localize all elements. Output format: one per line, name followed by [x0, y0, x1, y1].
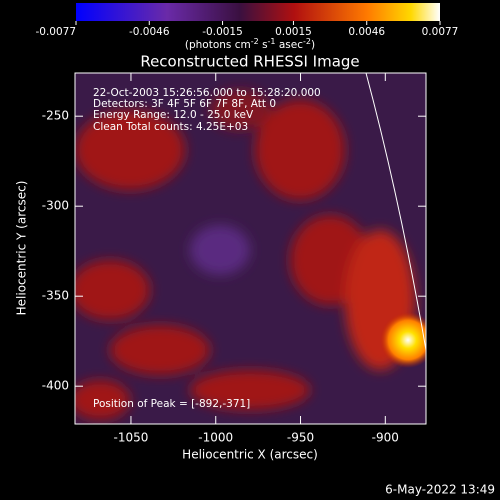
y-tick-label: -300 — [42, 199, 69, 213]
colorbar-units: (photons cm-2 s-1 asec-2) — [185, 37, 315, 52]
colorbar-tick-label: 0.0046 — [348, 26, 385, 38]
chart-title: Reconstructed RHESSI Image — [140, 53, 359, 71]
colorbar — [76, 3, 440, 21]
y-tick-label: -250 — [42, 109, 69, 123]
info-line: 22-Oct-2003 15:26:56.000 to 15:28:20.000 — [93, 87, 321, 99]
info-line: Energy Range: 12.0 - 25.0 keV — [93, 109, 254, 121]
colorbar-tick-label: 0.0077 — [422, 26, 459, 38]
x-tick-label: -1050 — [114, 431, 149, 445]
x-tick-label: -950 — [287, 431, 314, 445]
colorbar-tick-label: -0.0046 — [129, 26, 170, 38]
peak-label: Position of Peak = [-892,-371] — [93, 398, 250, 410]
colorbar-tick-label: -0.0077 — [35, 26, 76, 38]
plot-frame — [74, 72, 427, 425]
x-tick-label: -900 — [372, 431, 399, 445]
x-tick-label: -1000 — [198, 431, 233, 445]
colorbar-tick-label: -0.0015 — [202, 26, 243, 38]
timestamp: 6-May-2022 13:49 — [385, 483, 495, 497]
image — [75, 73, 426, 424]
colorbar-tick-label: 0.0015 — [275, 26, 312, 38]
x-axis-label: Heliocentric X (arcsec) — [182, 448, 318, 462]
y-tick-label: -350 — [42, 289, 69, 303]
y-tick-label: -400 — [42, 379, 69, 393]
y-axis-label: Heliocentric Y (arcsec) — [15, 181, 29, 316]
info-line: Clean Total counts: 4.25E+03 — [93, 121, 248, 133]
info-line: Detectors: 3F 4F 5F 6F 7F 8F, Att 0 — [93, 98, 276, 110]
